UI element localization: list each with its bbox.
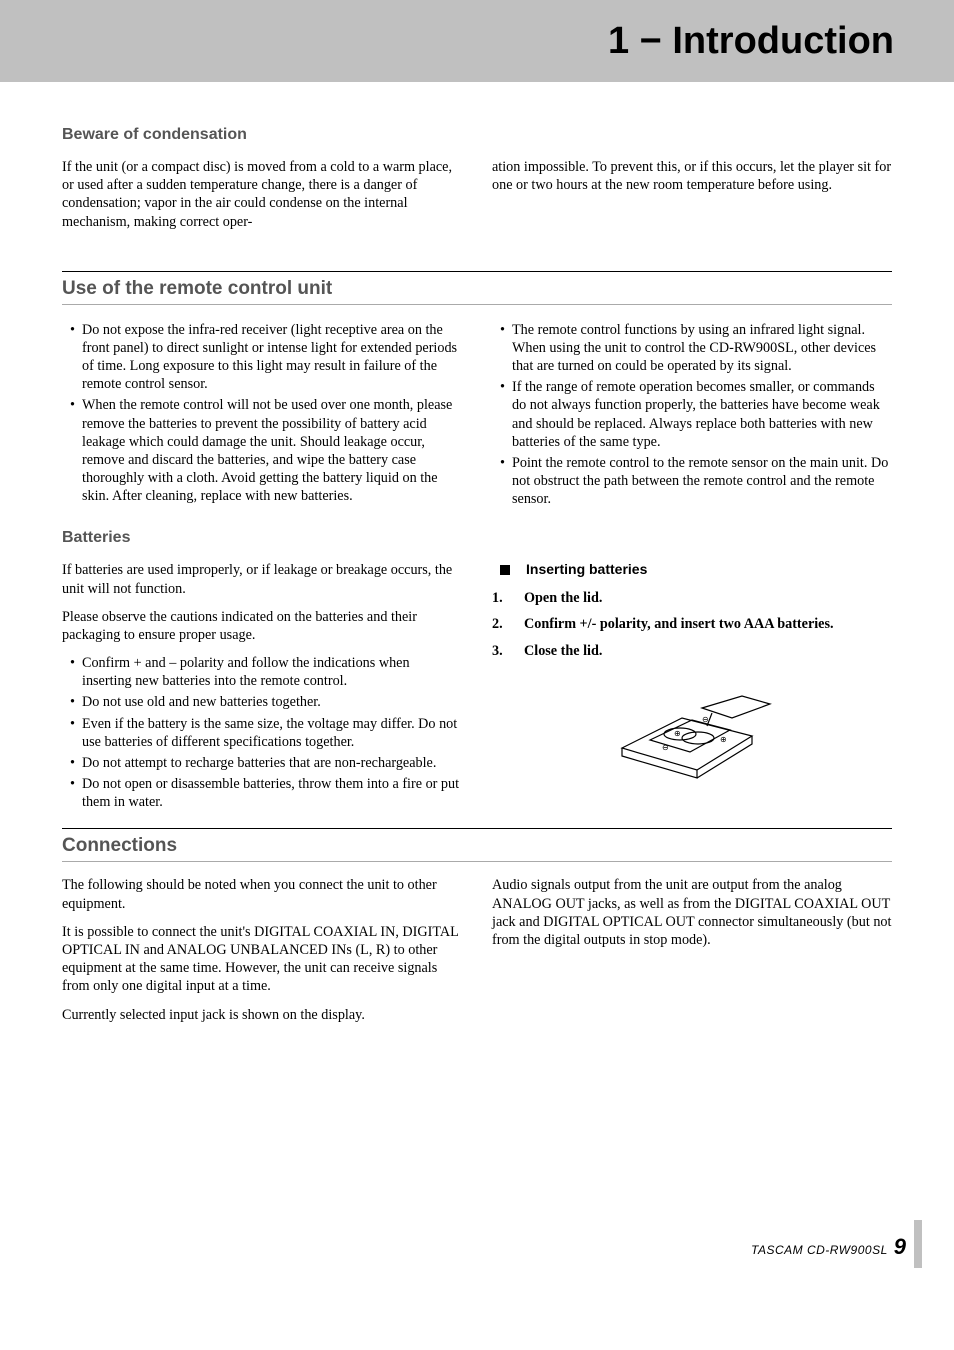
body-text: If the unit (or a compact disc) is moved…: [62, 158, 462, 231]
section-heading-batteries: Batteries: [62, 511, 892, 549]
step-item: 1. Open the lid.: [492, 589, 892, 607]
batteries-col1: If batteries are used improperly, or if …: [62, 561, 462, 814]
footer-accent-bar: [914, 1220, 922, 1268]
section-heading-condensation: Beware of condensation: [62, 108, 892, 146]
connections-col1: The following should be noted when you c…: [62, 876, 462, 1033]
step-text: Close the lid.: [524, 642, 602, 660]
list-item: Point the remote control to the remote s…: [500, 454, 892, 509]
footer-product: TASCAM CD-RW900SL: [751, 1243, 888, 1257]
body-text: Please observe the cautions indicated on…: [62, 608, 462, 644]
list-item: When the remote control will not be used…: [70, 396, 462, 505]
body-text: It is possible to connect the unit's DIG…: [62, 923, 462, 996]
body-text: Currently selected input jack is shown o…: [62, 1006, 462, 1024]
chapter-title: 1 − Introduction: [608, 20, 894, 63]
battery-insert-icon: ⊕ ⊖ ⊕ ⊖: [602, 678, 782, 788]
remote-columns: Do not expose the infra-red receiver (li…: [62, 321, 892, 512]
step-item: 3. Close the lid.: [492, 642, 892, 660]
batteries-columns: If batteries are used improperly, or if …: [62, 561, 892, 814]
steps-list: 1. Open the lid. 2. Confirm +/- polarity, …: [492, 589, 892, 660]
list-item: Do not expose the infra-red receiver (li…: [70, 321, 462, 394]
svg-text:⊖: ⊖: [662, 743, 669, 752]
list-item: Do not use old and new batteries togethe…: [70, 693, 462, 711]
square-bullet-icon: [500, 565, 510, 575]
svg-text:⊕: ⊕: [674, 729, 681, 738]
condensation-col1: If the unit (or a compact disc) is moved…: [62, 158, 462, 241]
bullet-list: The remote control functions by using an…: [492, 321, 892, 509]
remote-col1: Do not expose the infra-red receiver (li…: [62, 321, 462, 512]
step-text: Confirm +/- polarity, and insert two AAA…: [524, 615, 834, 633]
bullet-list: Confirm + and – polarity and follow the …: [62, 654, 462, 811]
footer-page-number: 9: [894, 1234, 906, 1260]
bullet-list: Do not expose the infra-red receiver (li…: [62, 321, 462, 506]
list-item: Do not open or disassemble batteries, th…: [70, 775, 462, 811]
condensation-col2: ation impossible. To prevent this, or if…: [492, 158, 892, 241]
connections-columns: The following should be noted when you c…: [62, 876, 892, 1033]
list-item: The remote control functions by using an…: [500, 321, 892, 376]
condensation-columns: If the unit (or a compact disc) is moved…: [62, 158, 892, 241]
body-text: The following should be noted when you c…: [62, 876, 462, 912]
list-item: If the range of remote operation becomes…: [500, 378, 892, 451]
step-number: 1.: [492, 589, 510, 607]
page-content: Beware of condensation If the unit (or a…: [0, 82, 954, 1034]
step-number: 2.: [492, 615, 510, 633]
list-item: Do not attempt to recharge batteries tha…: [70, 754, 462, 772]
list-item: Confirm + and – polarity and follow the …: [70, 654, 462, 690]
body-text: Audio signals output from the unit are o…: [492, 876, 892, 949]
body-text: ation impossible. To prevent this, or if…: [492, 158, 892, 194]
remote-col2: The remote control functions by using an…: [492, 321, 892, 512]
step-text: Open the lid.: [524, 589, 602, 607]
svg-text:⊖: ⊖: [702, 715, 709, 724]
list-item: Even if the battery is the same size, th…: [70, 715, 462, 751]
header-bar: 1 − Introduction: [0, 0, 954, 82]
batteries-col2: Inserting batteries 1. Open the lid. 2. Co…: [492, 561, 892, 814]
body-text: If batteries are used improperly, or if …: [62, 561, 462, 597]
svg-text:⊕: ⊕: [720, 735, 727, 744]
step-number: 3.: [492, 642, 510, 660]
inserting-batteries-heading: Inserting batteries: [492, 561, 892, 579]
page-footer: TASCAM CD-RW900SL 9: [0, 1234, 954, 1290]
step-item: 2. Confirm +/- polarity, and insert two A…: [492, 615, 892, 633]
section-heading-remote: Use of the remote control unit: [62, 272, 892, 305]
section-heading-connections: Connections: [62, 829, 892, 862]
sub-heading-label: Inserting batteries: [526, 561, 647, 579]
battery-diagram: ⊕ ⊖ ⊕ ⊖: [492, 678, 892, 788]
connections-col2: Audio signals output from the unit are o…: [492, 876, 892, 1033]
